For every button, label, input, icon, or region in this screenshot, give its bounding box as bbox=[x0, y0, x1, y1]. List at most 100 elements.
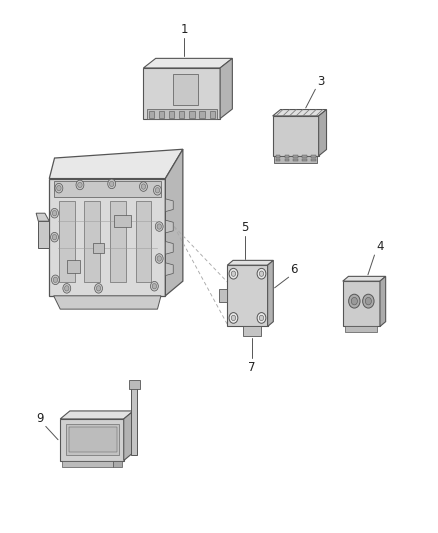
Circle shape bbox=[351, 297, 357, 305]
Polygon shape bbox=[343, 276, 385, 281]
Polygon shape bbox=[302, 156, 307, 158]
Polygon shape bbox=[129, 380, 140, 389]
Circle shape bbox=[229, 269, 238, 279]
Polygon shape bbox=[219, 289, 227, 302]
Polygon shape bbox=[380, 276, 385, 326]
Circle shape bbox=[110, 181, 114, 187]
Polygon shape bbox=[53, 181, 161, 197]
Polygon shape bbox=[243, 326, 261, 336]
Polygon shape bbox=[166, 263, 173, 276]
Polygon shape bbox=[166, 199, 173, 212]
Circle shape bbox=[55, 183, 63, 193]
Polygon shape bbox=[268, 260, 273, 326]
Circle shape bbox=[78, 182, 82, 188]
Polygon shape bbox=[67, 424, 119, 455]
Polygon shape bbox=[293, 159, 298, 161]
Polygon shape bbox=[131, 382, 137, 455]
Polygon shape bbox=[169, 111, 174, 118]
Polygon shape bbox=[38, 221, 49, 248]
Circle shape bbox=[229, 312, 238, 323]
Polygon shape bbox=[319, 110, 326, 156]
Circle shape bbox=[155, 188, 159, 193]
Circle shape bbox=[257, 269, 266, 279]
Polygon shape bbox=[311, 159, 315, 161]
Circle shape bbox=[259, 271, 264, 276]
Text: 9: 9 bbox=[36, 413, 44, 425]
Circle shape bbox=[231, 315, 236, 321]
Polygon shape bbox=[285, 156, 289, 158]
Polygon shape bbox=[69, 427, 117, 452]
Circle shape bbox=[257, 312, 266, 323]
Polygon shape bbox=[159, 111, 164, 118]
Polygon shape bbox=[227, 265, 268, 326]
Text: 1: 1 bbox=[180, 23, 188, 36]
Polygon shape bbox=[220, 59, 232, 119]
Circle shape bbox=[52, 235, 57, 240]
Circle shape bbox=[363, 294, 374, 308]
Circle shape bbox=[57, 185, 61, 191]
Circle shape bbox=[96, 286, 101, 291]
Polygon shape bbox=[114, 215, 131, 227]
Circle shape bbox=[65, 286, 69, 291]
Polygon shape bbox=[110, 201, 126, 282]
Circle shape bbox=[153, 185, 161, 195]
Circle shape bbox=[50, 208, 58, 218]
Circle shape bbox=[52, 275, 60, 285]
Circle shape bbox=[52, 211, 57, 216]
Polygon shape bbox=[53, 296, 161, 309]
Polygon shape bbox=[36, 213, 49, 221]
Circle shape bbox=[231, 271, 236, 276]
Polygon shape bbox=[189, 111, 194, 118]
Circle shape bbox=[155, 222, 163, 231]
Polygon shape bbox=[166, 149, 183, 296]
Circle shape bbox=[152, 284, 156, 289]
Circle shape bbox=[349, 294, 360, 308]
Text: 4: 4 bbox=[376, 240, 384, 253]
Polygon shape bbox=[60, 419, 124, 461]
Polygon shape bbox=[85, 201, 100, 282]
Polygon shape bbox=[179, 111, 184, 118]
Circle shape bbox=[157, 224, 161, 229]
Polygon shape bbox=[63, 461, 113, 467]
Text: 3: 3 bbox=[317, 75, 325, 88]
Polygon shape bbox=[113, 461, 121, 467]
Polygon shape bbox=[276, 156, 280, 158]
Text: 7: 7 bbox=[248, 361, 256, 374]
Circle shape bbox=[50, 232, 58, 242]
Circle shape bbox=[157, 256, 161, 261]
Circle shape bbox=[259, 315, 264, 321]
Polygon shape bbox=[166, 220, 173, 233]
Polygon shape bbox=[147, 109, 216, 119]
Polygon shape bbox=[272, 110, 326, 116]
Polygon shape bbox=[49, 179, 166, 296]
Circle shape bbox=[155, 254, 163, 263]
Polygon shape bbox=[285, 159, 289, 161]
Polygon shape bbox=[166, 241, 173, 254]
Polygon shape bbox=[345, 326, 377, 332]
Polygon shape bbox=[149, 111, 154, 118]
Circle shape bbox=[53, 277, 58, 282]
Circle shape bbox=[139, 182, 147, 191]
Text: 5: 5 bbox=[242, 221, 249, 233]
Polygon shape bbox=[293, 156, 298, 158]
Circle shape bbox=[108, 179, 116, 189]
Polygon shape bbox=[143, 68, 220, 119]
Polygon shape bbox=[227, 260, 273, 265]
Circle shape bbox=[63, 284, 71, 293]
Polygon shape bbox=[302, 159, 307, 161]
Circle shape bbox=[365, 297, 371, 305]
Polygon shape bbox=[274, 156, 317, 163]
Polygon shape bbox=[272, 116, 319, 156]
Circle shape bbox=[141, 184, 145, 189]
Polygon shape bbox=[209, 111, 215, 118]
Polygon shape bbox=[199, 111, 205, 118]
Polygon shape bbox=[59, 201, 74, 282]
Polygon shape bbox=[173, 75, 198, 106]
Polygon shape bbox=[276, 159, 280, 161]
Polygon shape bbox=[136, 201, 152, 282]
Polygon shape bbox=[343, 281, 380, 326]
Polygon shape bbox=[311, 156, 315, 158]
Circle shape bbox=[95, 284, 102, 293]
Polygon shape bbox=[93, 243, 104, 253]
Text: 6: 6 bbox=[290, 263, 298, 276]
